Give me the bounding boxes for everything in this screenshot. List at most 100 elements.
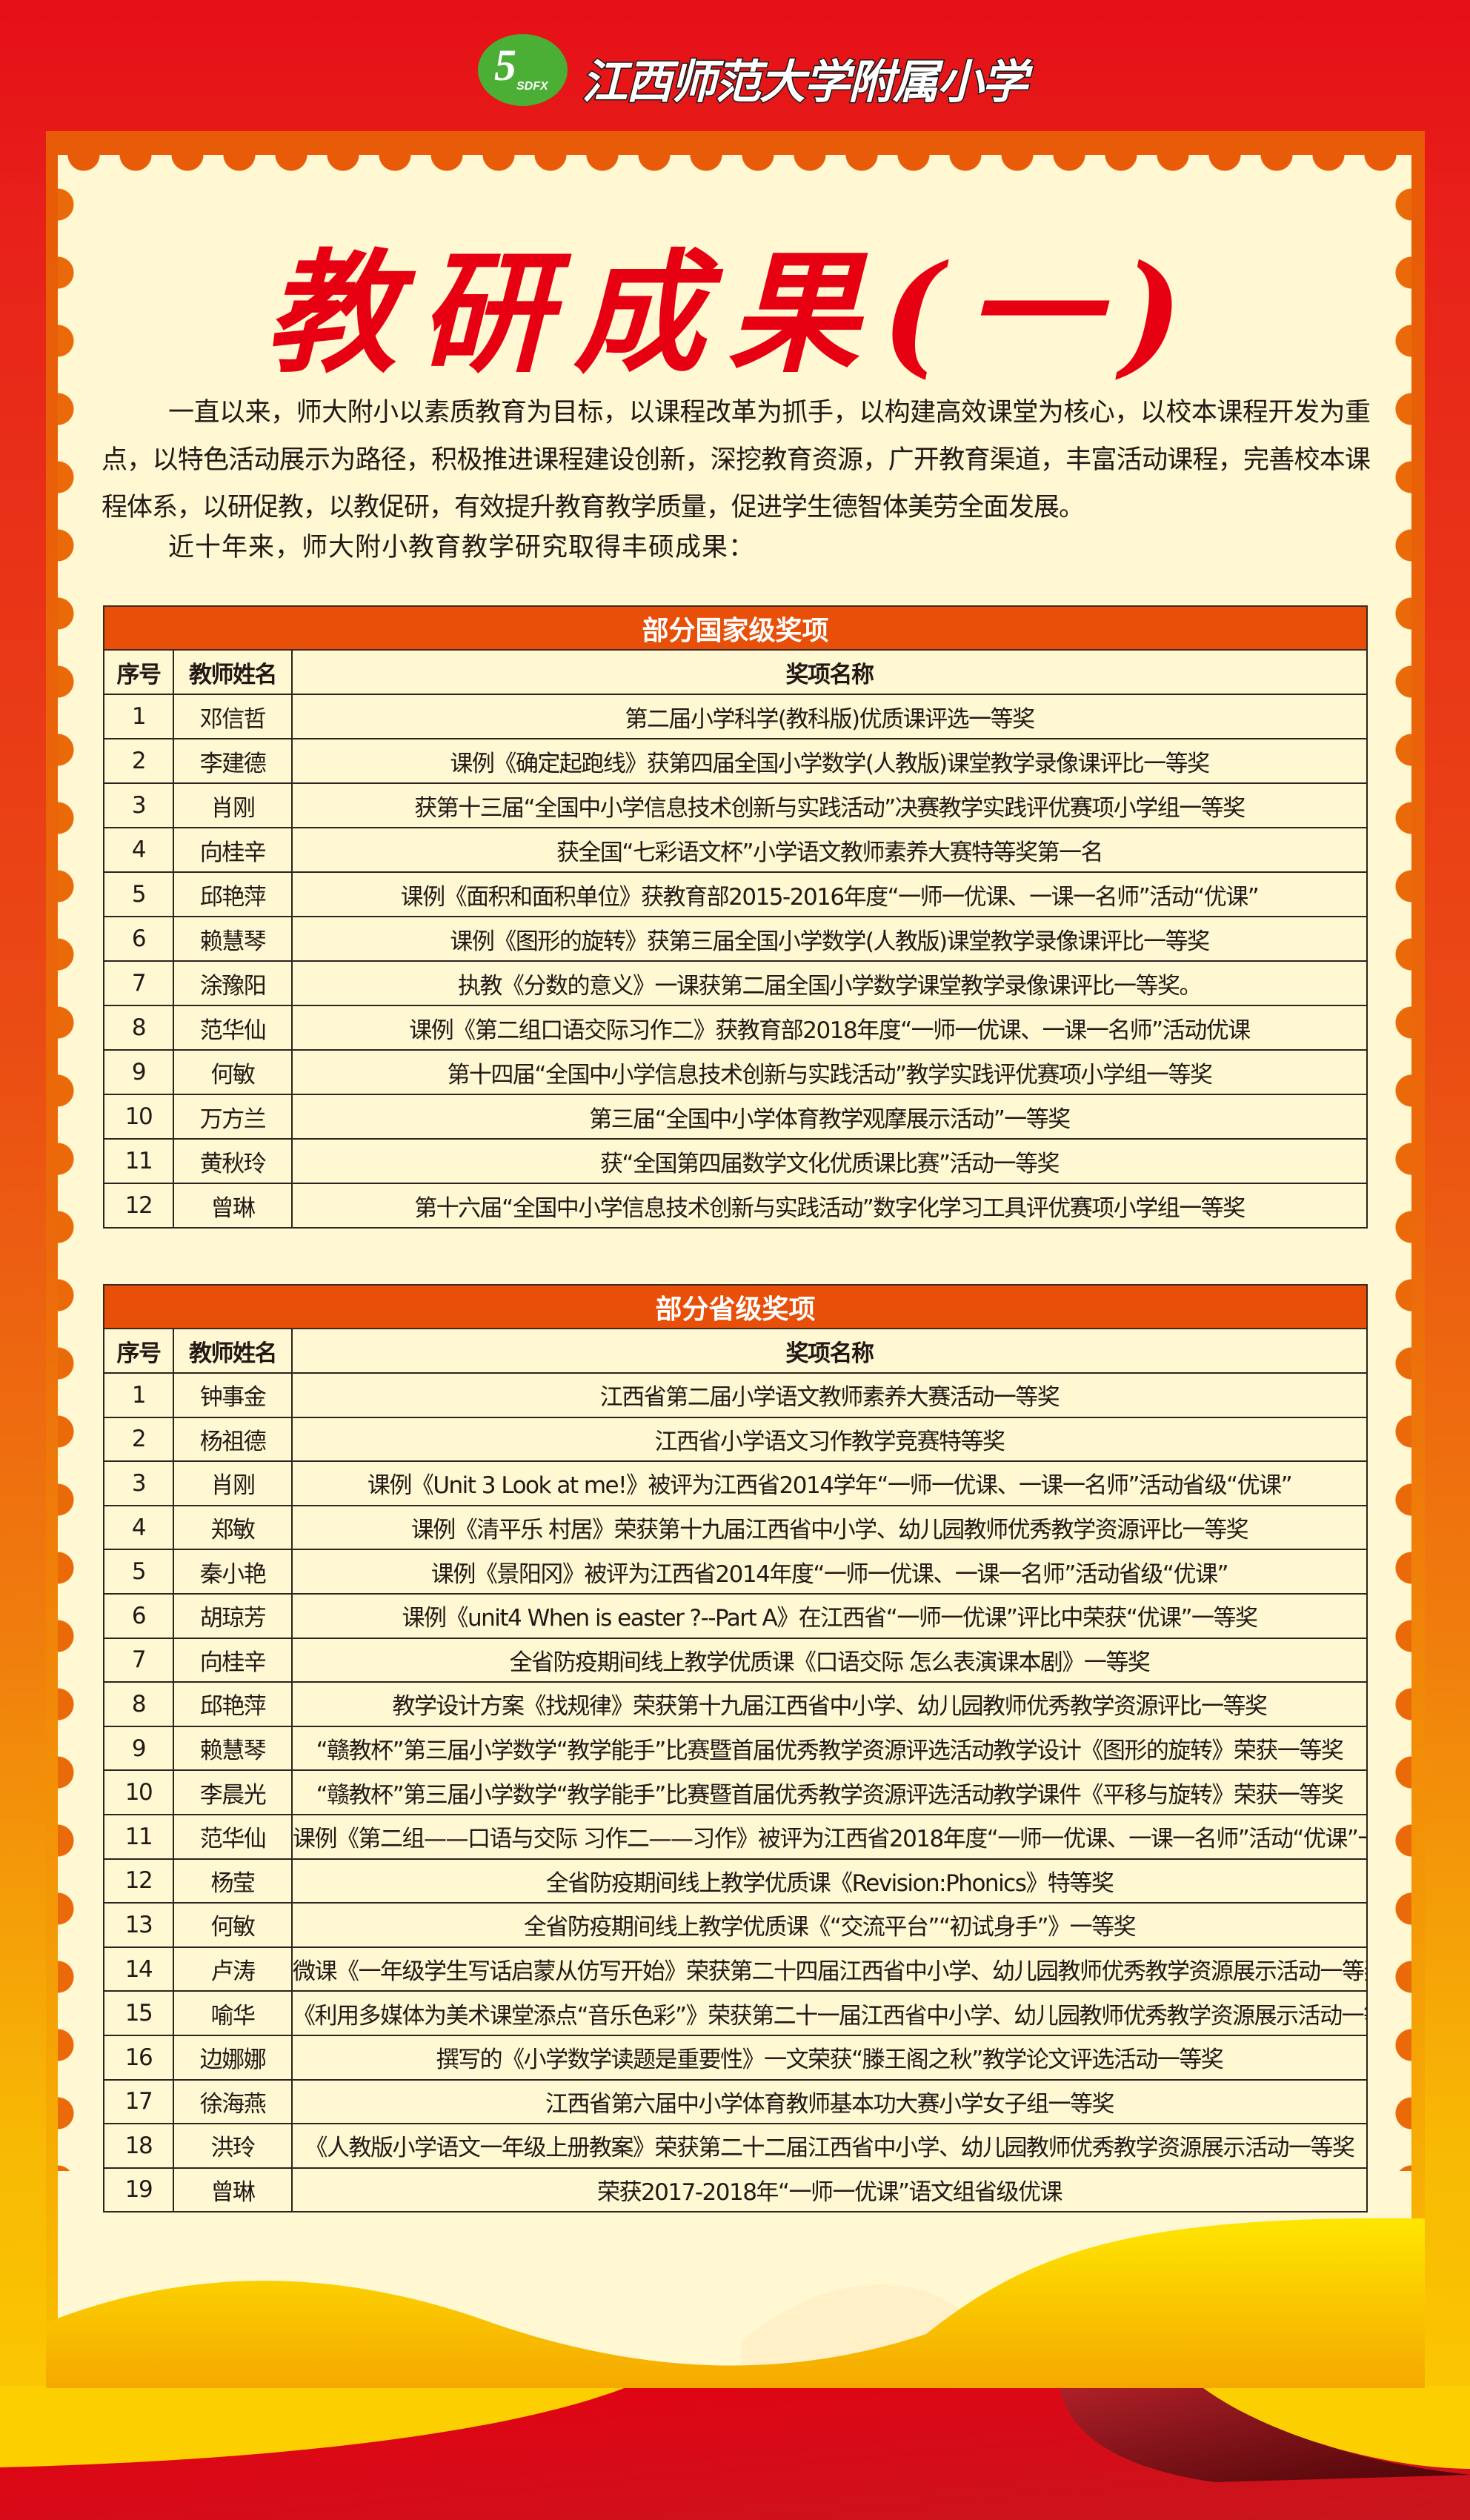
- cell-award: 课例《unit4 When is easter ?--Part A》在江西省“一…: [291, 1592, 1368, 1639]
- cell-index: 6: [103, 1592, 174, 1639]
- page-title: 教研成果(一): [265, 236, 1205, 390]
- col-header-index: 序号: [103, 1328, 174, 1374]
- table-row: 14 卢涛 微课《一年级学生写话启蒙从仿写开始》荣获第二十四届江西省中小学、幼儿园教…: [103, 1946, 1368, 1992]
- cell-award: 撰写的《小学数学读题是重要性》一文荣获“滕王阁之秋”教学论文评选活动一等奖: [291, 2034, 1368, 2081]
- cell-teacher: 李建德: [173, 738, 293, 784]
- cell-teacher: 何敏: [173, 1049, 293, 1095]
- cell-award: 课例《清平乐 村居》荣获第十九届江西省中小学、幼儿园教师优秀教学资源评比一等奖: [291, 1504, 1368, 1551]
- cell-award: 第十四届“全国中小学信息技术创新与实践活动”教学实践评优赛项小学组一等奖: [291, 1049, 1368, 1095]
- cell-award: 《利用多媒体为美术课堂添点“音乐色彩”》荣获第二十一届江西省中小学、幼儿园教师优…: [291, 1990, 1368, 2036]
- cell-index: 5: [103, 1549, 174, 1595]
- cell-award: 全省防疫期间线上教学优质课《“交流平台”“初试身手”》一等奖: [291, 1902, 1368, 1948]
- cell-teacher: 范华仙: [173, 1005, 293, 1051]
- cell-index: 3: [103, 782, 174, 828]
- scallop-border-left: [58, 170, 74, 2171]
- cell-teacher: 黄秋玲: [173, 1138, 293, 1184]
- intro-paragraph: 一直以来，师大附小以素质教育为目标，以课程改革为抓手，以构建高效课堂为核心，以校…: [102, 398, 1371, 522]
- provincial-awards-table: 部分省级奖项 序号 教师姓名 奖项名称 1 钟事金 江西省第二届小学语文教师素养大赛…: [103, 1284, 1368, 2213]
- cell-index: 2: [103, 738, 174, 784]
- ribbon-dark: [1060, 2386, 1470, 2482]
- cell-teacher: 卢涛: [173, 1946, 293, 1992]
- table-row: 1 邓信哲 第二届小学科学(教科版)优质课评选一等奖: [103, 694, 1368, 739]
- table-row: 19 曾琳 荣获2017-2018年“一师一优课”语文组省级优课: [103, 2167, 1368, 2213]
- decorative-waves: [0, 2218, 1470, 2520]
- cell-teacher: 邱艳萍: [173, 1681, 293, 1727]
- cell-award: 全省防疫期间线上教学优质课《口语交际 怎么表演课本剧》一等奖: [291, 1637, 1368, 1683]
- cell-index: 17: [103, 2078, 174, 2125]
- cell-teacher: 曾琳: [173, 1183, 293, 1229]
- wave-yellow-left: [0, 2386, 630, 2467]
- cell-teacher: 曾琳: [173, 2167, 293, 2213]
- cell-award: 课例《面积和面积单位》获教育部2015-2016年度“一师一优课、一课一名师”活…: [291, 871, 1368, 917]
- col-header-teacher: 教师姓名: [173, 649, 293, 695]
- wave-yellow-right: [1200, 2386, 1470, 2469]
- cell-index: 12: [103, 1858, 174, 1904]
- cell-award: 江西省小学语文习作教学竞赛特等奖: [291, 1416, 1368, 1463]
- cell-award: 第十六届“全国中小学信息技术创新与实践活动”数字化学习工具评优赛项小学组一等奖: [291, 1183, 1368, 1229]
- cell-award: 微课《一年级学生写话启蒙从仿写开始》荣获第二十四届江西省中小学、幼儿园教师优秀教…: [291, 1946, 1368, 1992]
- cell-index: 1: [103, 1372, 174, 1418]
- table-row: 8 邱艳萍 教学设计方案《找规律》荣获第十九届江西省中小学、幼儿园教师优秀教学资源评…: [103, 1681, 1368, 1727]
- cell-teacher: 杨莹: [173, 1858, 293, 1904]
- cell-award: 课例《Unit 3 Look at me!》被评为江西省2014学年“一师一优课…: [291, 1460, 1368, 1506]
- column-header-row: 序号 教师姓名 奖项名称: [103, 1328, 1368, 1374]
- table-row: 8 范华仙 课例《第二组口语交际习作二》获教育部2018年度“一师一优课、一课一名师…: [103, 1005, 1368, 1051]
- cell-award: 荣获2017-2018年“一师一优课”语文组省级优课: [291, 2167, 1368, 2213]
- cell-award: 课例《第二组——口语与交际 习作二——习作》被评为江西省2018年度“一师一优课…: [291, 1813, 1368, 1860]
- table-row: 11 范华仙 课例《第二组——口语与交际 习作二——习作》被评为江西省2018年度“…: [103, 1813, 1368, 1860]
- table-row: 5 邱艳萍 课例《面积和面积单位》获教育部2015-2016年度“一师一优课、一课一…: [103, 871, 1368, 917]
- logo-mark: 5: [494, 41, 516, 90]
- table-row: 16 边娜娜 撰写的《小学数学读题是重要性》一文荣获“滕王阁之秋”教学论文评选活动一…: [103, 2034, 1368, 2081]
- col-header-teacher: 教师姓名: [173, 1328, 293, 1374]
- cell-teacher: 何敏: [173, 1902, 293, 1948]
- cell-index: 15: [103, 1990, 174, 2036]
- table-row: 12 曾琳 第十六届“全国中小学信息技术创新与实践活动”数字化学习工具评优赛项小学组…: [103, 1183, 1368, 1229]
- table-row: 4 向桂辛 获全国“七彩语文杯”小学语文教师素养大赛特等奖第一名: [103, 827, 1368, 873]
- school-logo: 5 SDFX: [478, 34, 568, 106]
- table-row: 9 赖慧琴 “赣教杯”第三届小学数学“教学能手”比赛暨首届优秀教学资源评选活动教学设…: [103, 1725, 1368, 1772]
- cell-award: 获第十三届“全国中小学信息技术创新与实践活动”决赛教学实践评优赛项小学组一等奖: [291, 782, 1368, 828]
- table-row: 18 洪玲 《人教版小学语文一年级上册教案》荣获第二十二届江西省中小学、幼儿园教师优…: [103, 2123, 1368, 2169]
- cell-index: 7: [103, 960, 174, 1006]
- cell-award: 江西省第六届中小学体育教师基本功大赛小学女子组一等奖: [291, 2078, 1368, 2125]
- cell-teacher: 杨祖德: [173, 1416, 293, 1463]
- scallop-border-right: [1395, 170, 1411, 2171]
- cell-teacher: 肖刚: [173, 782, 293, 828]
- cell-award: 第三届“全国中小学体育教学观摩展示活动”一等奖: [291, 1094, 1368, 1140]
- cell-teacher: 徐海燕: [173, 2078, 293, 2125]
- col-header-index: 序号: [103, 649, 174, 695]
- table-row: 11 黄秋玲 获“全国第四届数学文化优质课比赛”活动一等奖: [103, 1138, 1368, 1184]
- scallop-border-top: [58, 155, 1411, 173]
- col-header-award: 奖项名称: [291, 1328, 1368, 1374]
- cell-award: 教学设计方案《找规律》荣获第十九届江西省中小学、幼儿园教师优秀教学资源评比一等奖: [291, 1681, 1368, 1727]
- cell-award: 课例《景阳冈》被评为江西省2014年度“一师一优课、一课一名师”活动省级“优课”: [291, 1549, 1368, 1595]
- cell-index: 14: [103, 1946, 174, 1992]
- logo-abbr: SDFX: [516, 80, 548, 93]
- cell-index: 19: [103, 2167, 174, 2213]
- cell-index: 1: [103, 694, 174, 739]
- cell-index: 2: [103, 1416, 174, 1463]
- cell-index: 9: [103, 1049, 174, 1095]
- cell-teacher: 涂豫阳: [173, 960, 293, 1006]
- cell-teacher: 赖慧琴: [173, 1725, 293, 1772]
- cell-award: 获“全国第四届数学文化优质课比赛”活动一等奖: [291, 1138, 1368, 1184]
- table-row: 17 徐海燕 江西省第六届中小学体育教师基本功大赛小学女子组一等奖: [103, 2078, 1368, 2125]
- cell-award: 课例《图形的旋转》获第三届全国小学数学(人教版)课堂教学录像课评比一等奖: [291, 916, 1368, 962]
- table-row: 9 何敏 第十四届“全国中小学信息技术创新与实践活动”教学实践评优赛项小学组一等奖: [103, 1049, 1368, 1095]
- table-row: 6 赖慧琴 课例《图形的旋转》获第三届全国小学数学(人教版)课堂教学录像课评比一等奖: [103, 916, 1368, 962]
- table-row: 7 涂豫阳 执教《分数的意义》一课获第二届全国小学数学课堂教学录像课评比一等奖。: [103, 960, 1368, 1006]
- table-title: 部分省级奖项: [103, 1284, 1368, 1329]
- cell-teacher: 胡琼芳: [173, 1592, 293, 1639]
- school-name: 江西师范大学附属小学: [580, 54, 1028, 110]
- cell-index: 13: [103, 1902, 174, 1948]
- cell-teacher: 郑敏: [173, 1504, 293, 1551]
- cell-teacher: 邓信哲: [173, 694, 293, 739]
- table-row: 5 秦小艳 课例《景阳冈》被评为江西省2014年度“一师一优课、一课一名师”活动省级…: [103, 1549, 1368, 1595]
- cell-index: 7: [103, 1637, 174, 1683]
- cell-award: 课例《确定起跑线》获第四届全国小学数学(人教版)课堂教学录像课评比一等奖: [291, 738, 1368, 784]
- cell-index: 10: [103, 1094, 174, 1140]
- cell-teacher: 赖慧琴: [173, 916, 293, 962]
- cell-award: 执教《分数的意义》一课获第二届全国小学数学课堂教学录像课评比一等奖。: [291, 960, 1368, 1006]
- cell-index: 6: [103, 916, 174, 962]
- cell-teacher: 喻华: [173, 1990, 293, 2036]
